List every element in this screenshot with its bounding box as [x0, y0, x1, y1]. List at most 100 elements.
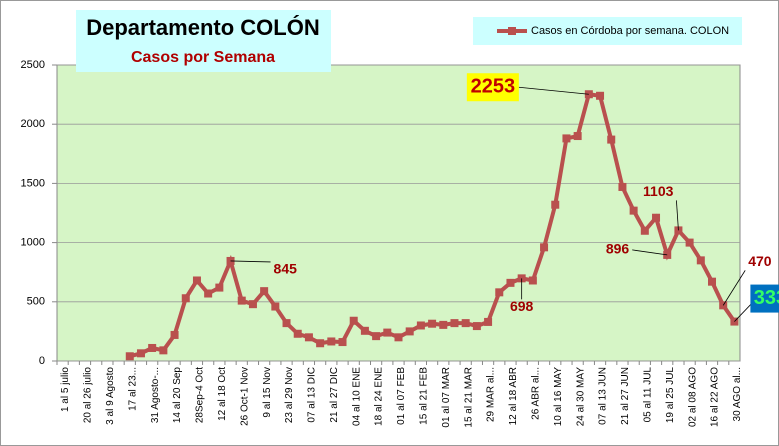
y-tick-label: 1500	[21, 177, 45, 189]
x-tick-label: 10 al 16 MAY	[553, 367, 564, 427]
x-tick-label: 20 al 26 julio	[83, 367, 94, 424]
point	[618, 182, 627, 191]
point	[215, 283, 224, 292]
point	[282, 319, 291, 328]
label-leader	[632, 249, 668, 256]
x-tick-label: 18 al 24 ENE	[374, 367, 385, 426]
y-tick-label: 2500	[21, 59, 45, 71]
point	[136, 349, 145, 358]
point	[416, 321, 425, 330]
point	[629, 206, 638, 215]
point	[439, 320, 448, 329]
x-tick-label: 14 al 20 Sep	[172, 367, 183, 424]
x-tick-label: 26 Oct-1 Nov	[239, 367, 250, 426]
x-tick-label: 21 al 27 JUN	[620, 367, 631, 425]
point	[192, 276, 201, 285]
point	[506, 278, 515, 287]
point	[562, 134, 571, 143]
point	[372, 332, 381, 341]
x-tick-label: 15 al 21 FEB	[419, 367, 430, 425]
point	[685, 238, 694, 247]
point	[271, 302, 280, 311]
x-tick-label: 17 al 23...	[127, 367, 138, 411]
point	[696, 256, 705, 265]
point	[652, 213, 661, 222]
point	[405, 327, 414, 336]
point	[293, 329, 302, 338]
point	[394, 333, 403, 342]
grid: 0 500 1000 1500 2000 2500 1 al 5 julio 20 al 26…	[21, 59, 744, 428]
data-label: 333	[754, 287, 779, 309]
legend-label: Casos en Córdoba por semana. COLON	[531, 25, 729, 37]
marks: 845 698 2253 896 1103 470 333	[125, 73, 779, 361]
label-leader	[722, 270, 746, 306]
x-tick-label: 29 MAR al...	[486, 367, 497, 422]
legend: Casos en Córdoba por semana. COLON	[497, 25, 729, 37]
data-label: 698	[510, 298, 534, 314]
x-tick-label: 1 al 5 julio	[60, 367, 71, 412]
x-tick-label: 24 al 30 MAY	[575, 367, 586, 427]
point	[159, 346, 168, 355]
legend-marker	[508, 27, 516, 35]
point	[181, 294, 190, 303]
point	[383, 328, 392, 337]
x-tick-label: 21 al 27 DIC	[329, 367, 340, 423]
point	[237, 296, 246, 305]
point	[360, 326, 369, 335]
x-tick-label: 28Sep-4 Oct	[195, 367, 206, 423]
label-leader	[230, 260, 271, 263]
x-tick-label: 30 AGO al...	[732, 367, 743, 421]
point	[484, 317, 493, 326]
y-tick-label: 0	[39, 355, 45, 367]
point	[528, 276, 537, 285]
label-leader	[518, 86, 589, 95]
point	[551, 200, 560, 209]
point	[349, 316, 358, 325]
x-tick-label: 26 ABR al...	[531, 367, 542, 420]
point	[450, 319, 459, 328]
point	[260, 287, 269, 296]
point	[327, 337, 336, 346]
point	[461, 319, 470, 328]
point	[170, 330, 179, 339]
y-tick-label: 1000	[21, 237, 45, 249]
data-label: 845	[274, 261, 298, 277]
x-tick-label: 05 al 11 JUL	[642, 367, 653, 423]
x-tick-label: 12 al 18 Oct	[217, 367, 228, 421]
point	[495, 288, 504, 297]
label-box	[750, 284, 779, 313]
data-label: 896	[606, 241, 630, 257]
point	[338, 338, 347, 347]
x-tick-label: 31 Agosto-...	[150, 367, 161, 423]
point	[708, 277, 717, 286]
x-tick-label: 01 al 07 MAR	[441, 367, 452, 428]
y-tick-label: 2000	[21, 118, 45, 130]
point	[304, 333, 313, 342]
x-tick-label: 01 al 07 FEB	[396, 367, 407, 425]
data-label: 470	[748, 253, 772, 269]
x-tick-label: 07 al 13 JUN	[598, 367, 609, 425]
y-tick-label: 500	[27, 296, 45, 308]
chart-subtitle: Casos por Semana	[131, 49, 275, 66]
label-leader	[676, 200, 679, 231]
chart-title: Departamento COLÓN	[86, 15, 319, 40]
point	[472, 322, 481, 331]
x-tick-label: 07 al 13 DIC	[307, 367, 318, 423]
point	[204, 289, 213, 298]
x-tick-label: 02 al 08 AGO	[687, 367, 698, 427]
title-box	[76, 10, 331, 72]
data-label: 1103	[643, 183, 674, 199]
x-tick-label: 23 al 29 Nov	[284, 367, 295, 423]
x-tick-label: 15 al 21 MAR	[463, 367, 474, 428]
point	[607, 135, 616, 144]
point	[428, 319, 437, 328]
point	[248, 300, 257, 309]
data-label: 2253	[471, 76, 516, 98]
x-tick-label: 19 al 25 JUL	[665, 367, 676, 424]
point	[596, 91, 605, 100]
point	[316, 339, 325, 348]
x-tick-label: 12 al 18 ABR	[508, 367, 519, 425]
x-tick-label: 04 al 10 ENE	[351, 367, 362, 426]
